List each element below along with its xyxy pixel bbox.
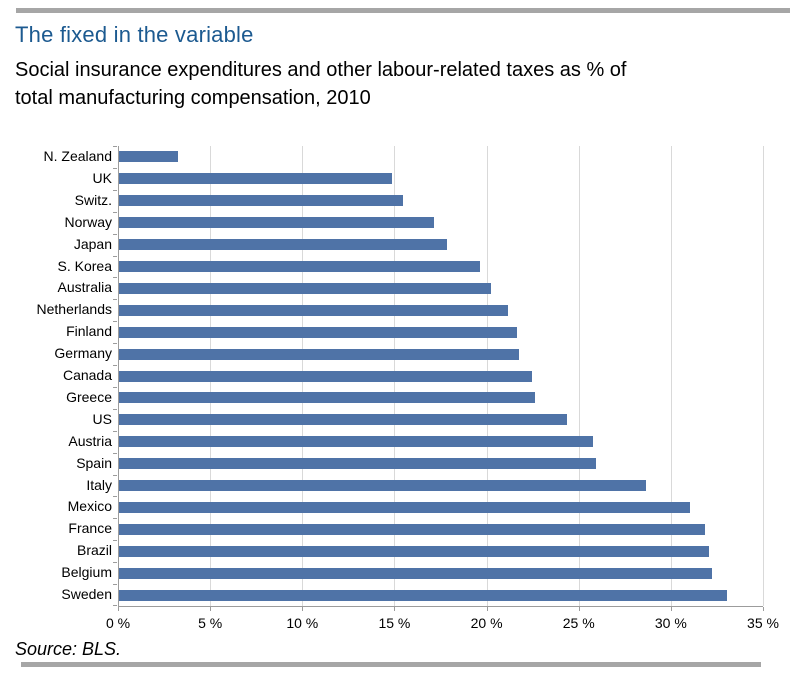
y-tick: [113, 408, 117, 410]
bar-s-korea: [119, 260, 481, 272]
bar-uk: [119, 173, 392, 185]
y-axis-line: [118, 146, 119, 607]
bar-finland: [119, 326, 518, 338]
chart-title: The fixed in the variable: [15, 22, 254, 47]
y-tick: [113, 430, 117, 432]
y-tick: [113, 211, 117, 213]
y-tick: [113, 540, 117, 542]
bar-us: [119, 414, 567, 426]
category-label: N. Zealand: [43, 148, 112, 164]
bar-sweden: [119, 589, 728, 601]
category-label: Spain: [76, 454, 112, 471]
category-label: Switz.: [74, 191, 112, 208]
category-label: France: [68, 520, 112, 537]
bar-greece: [119, 392, 536, 404]
category-label: Austria: [68, 432, 112, 449]
x-tick-label-30: 30 %: [654, 615, 687, 631]
chart-subtitle-line-1: Social insurance expenditures and other …: [15, 59, 627, 81]
bar-australia: [119, 282, 492, 294]
bar-netherlands: [119, 304, 508, 316]
y-tick: [113, 233, 117, 235]
category-label: Sweden: [61, 586, 112, 603]
category-label: Greece: [66, 388, 112, 405]
x-tick-20: [486, 607, 488, 611]
source-note: Source: BLS.: [15, 639, 122, 659]
bar-spain: [119, 458, 597, 470]
y-tick: [113, 255, 117, 257]
category-label: UK: [92, 169, 112, 186]
x-tick-0: [118, 607, 119, 611]
y-tick: [113, 343, 117, 345]
x-tick-35: [763, 607, 764, 611]
y-tick: [113, 189, 117, 191]
y-tick: [113, 299, 117, 301]
bar-n-zealand: [119, 151, 178, 163]
y-tick: [113, 452, 117, 454]
category-label: Belgium: [61, 564, 112, 581]
chart-subtitle-line-2: total manufacturing compensation, 2010: [15, 87, 371, 109]
gridline-25: [578, 146, 580, 606]
x-tick-label-25: 25 %: [562, 615, 595, 631]
bar-japan: [119, 239, 448, 251]
chart-subtitle: Social insurance expenditures and other …: [15, 56, 626, 112]
value-axis-labels: 0 % 5 % 10 % 15 % 20 % 25 % 30 % 35 %: [106, 615, 779, 633]
y-tick: [113, 146, 117, 147]
x-tick-10: [302, 607, 304, 611]
category-label: Netherlands: [36, 301, 113, 318]
x-tick-label-20: 20 %: [470, 615, 503, 631]
category-label: Japan: [73, 235, 112, 252]
gridline-35: [763, 146, 764, 606]
category-label: Australia: [57, 279, 112, 296]
bar-brazil: [119, 545, 709, 557]
x-tick-label-15: 15 %: [378, 615, 411, 631]
bottom-rule: [21, 662, 761, 667]
y-tick: [113, 584, 117, 586]
bar-mexico: [119, 501, 691, 513]
category-label: Italy: [86, 476, 112, 493]
y-tick: [113, 496, 117, 498]
bar-germany: [119, 348, 519, 360]
top-rule: [16, 8, 790, 13]
y-tick: [113, 365, 117, 367]
y-tick: [113, 321, 117, 323]
category-label: US: [92, 410, 112, 427]
bar-belgium: [119, 567, 713, 579]
category-label: Germany: [54, 345, 112, 362]
x-tick-25: [578, 607, 580, 611]
bar-canada: [119, 370, 532, 382]
bar-switz-: [119, 195, 403, 207]
category-label: Canada: [62, 367, 112, 384]
x-tick-label-0: 0 %: [105, 615, 131, 631]
category-label: Norway: [64, 213, 112, 230]
x-tick-label-35: 35 %: [747, 615, 779, 631]
y-tick: [113, 277, 117, 279]
gridline-30: [670, 146, 672, 606]
y-tick: [113, 167, 117, 169]
y-tick: [113, 518, 117, 520]
category-label: S. Korea: [57, 257, 112, 274]
x-tick-30: [670, 607, 672, 611]
bar-france: [119, 523, 706, 535]
category-axis-labels: N. Zealand UK Switz. Norway Japan S. Korea Aus…: [0, 146, 113, 606]
bar-italy: [119, 480, 647, 492]
category-label: Brazil: [76, 542, 112, 559]
y-tick: [113, 605, 117, 606]
y-tick: [113, 562, 117, 564]
bar-austria: [119, 436, 593, 448]
x-tick-15: [394, 607, 396, 611]
x-tick-5: [210, 607, 212, 611]
x-tick-label-5: 5 %: [198, 615, 223, 631]
x-tick-label-10: 10 %: [286, 615, 319, 631]
y-tick: [113, 474, 117, 476]
y-tick: [113, 386, 117, 388]
category-label: Mexico: [67, 498, 112, 515]
bar-norway: [119, 217, 435, 229]
category-label: Finland: [66, 323, 112, 340]
plot-area: [113, 146, 764, 611]
